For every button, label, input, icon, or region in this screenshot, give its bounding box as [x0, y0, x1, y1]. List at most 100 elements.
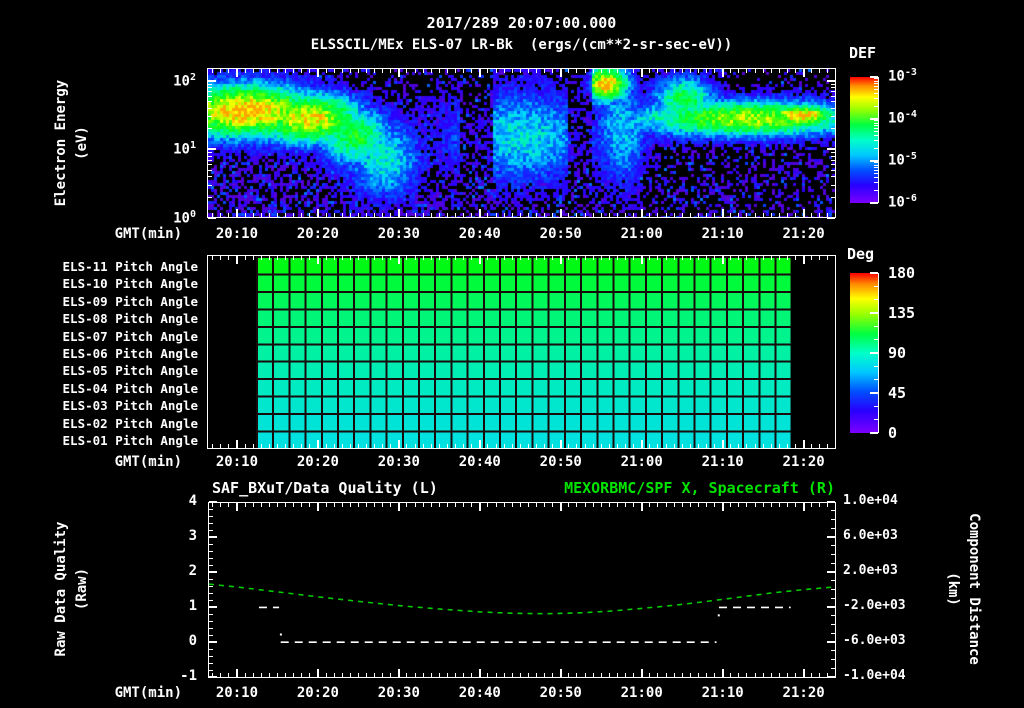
x-axis-tick: [754, 444, 756, 448]
raw-minor-tick: [209, 550, 213, 552]
energy-minor-tick: [208, 116, 212, 118]
x-axis-tick: [471, 256, 473, 260]
x-axis-tick: [527, 213, 529, 217]
x-axis-tick: [235, 69, 238, 77]
deg-colorbar-minor-tick: [874, 419, 878, 421]
pitch-angle-data-region: [255, 256, 791, 448]
x-axis-tick: [665, 673, 667, 677]
def-colorbar-minor-tick: [874, 83, 878, 84]
x-axis-tick: [316, 503, 319, 511]
x-axis-tick: [802, 440, 805, 448]
x-axis-tick: [406, 69, 408, 73]
pitch-row-label: ELS-11 Pitch Angle: [62, 258, 198, 274]
x-axis-tick: [625, 69, 627, 73]
x-axis-tick: [633, 213, 635, 217]
x-axis-tick: [802, 669, 805, 677]
x-axis-tick: [333, 673, 335, 677]
x-axis-tick: [406, 256, 408, 260]
x-axis-tick: [365, 673, 367, 677]
x-axis-tick: [689, 503, 691, 507]
x-axis-tick: [689, 444, 691, 448]
x-axis-tick: [535, 213, 537, 217]
x-axis-tick: [544, 673, 546, 677]
x-axis-tick: [235, 440, 238, 448]
def-colorbar-minor-tick: [874, 147, 878, 149]
x-axis-tick: [592, 673, 594, 677]
energy-minor-tick: [831, 87, 835, 89]
def-colorbar-minor-tick: [874, 182, 878, 184]
x-axis-tick: [422, 444, 424, 448]
x-axis-tick: [333, 69, 335, 73]
raw-minor-tick: [209, 592, 213, 594]
x-axis-tick: [471, 673, 473, 677]
def-colorbar-minor-tick: [874, 189, 878, 191]
x-axis-tick: [802, 209, 805, 217]
x-axis-tick: [228, 503, 230, 507]
x-axis-tick: [487, 213, 489, 217]
x-axis-tick: [673, 69, 675, 73]
x-axis-tick: [705, 503, 707, 507]
deg-colorbar-minor-tick: [874, 405, 878, 407]
x-axis-tick: [527, 69, 529, 73]
x-axis-tick: [390, 69, 392, 73]
x-axis-tick: [406, 444, 408, 448]
energy-minor-tick: [831, 155, 835, 157]
raw-minor-tick: [209, 634, 213, 636]
x-axis-tick: [244, 256, 246, 260]
bottom-left-y-axis-label: Raw Data Quality (Raw): [53, 521, 90, 657]
x-tick-label: 21:10: [701, 685, 744, 701]
x-axis-tick: [430, 213, 432, 217]
x-axis-tick: [276, 503, 278, 507]
km-tick-label: -2.0e+03: [843, 598, 906, 613]
x-axis-tick: [244, 503, 246, 507]
x-axis-tick: [519, 444, 521, 448]
x-axis-tick: [463, 213, 465, 217]
x-axis-tick: [730, 503, 732, 507]
x-axis-tick: [600, 503, 602, 507]
x-axis-tick: [827, 503, 829, 507]
x-axis-tick: [673, 444, 675, 448]
x-axis-tick: [309, 673, 311, 677]
x-axis-tick: [333, 444, 335, 448]
x-axis-tick: [576, 503, 578, 507]
energy-minor-tick: [208, 107, 212, 109]
pitch-row-label: ELS-09 Pitch Angle: [62, 293, 198, 309]
x-axis-tick: [285, 69, 287, 73]
x-axis-tick: [268, 673, 270, 677]
raw-minor-tick: [209, 599, 213, 601]
x-axis-tick: [640, 440, 643, 448]
x-axis-tick: [341, 503, 343, 507]
x-axis-tick: [689, 673, 691, 677]
x-axis-tick: [511, 213, 513, 217]
x-axis-tick: [721, 69, 724, 77]
pitch-angle-panel: [207, 255, 836, 449]
def-colorbar-major-tick: [870, 202, 878, 204]
x-axis-tick: [285, 256, 287, 260]
x-axis-tick: [478, 256, 481, 264]
x-axis-tick: [584, 69, 586, 73]
x-axis-tick: [414, 673, 416, 677]
x-axis-tick: [746, 256, 748, 260]
x-axis-tick: [608, 69, 610, 73]
x-axis-tick: [382, 503, 384, 507]
x-axis-tick: [681, 503, 683, 507]
x-axis-tick: [819, 256, 821, 260]
x-axis-tick: [778, 503, 780, 507]
x-tick-label: 21:10: [701, 226, 744, 242]
def-colorbar-minor-tick: [874, 173, 878, 175]
x-axis-tick: [382, 673, 384, 677]
x-axis-tick: [382, 69, 384, 73]
x-axis-tick: [446, 213, 448, 217]
x-axis-tick: [252, 69, 254, 73]
x-axis-tick: [746, 503, 748, 507]
def-colorbar-minor-tick: [874, 169, 878, 171]
energy-tick-label: 102: [173, 71, 196, 90]
x-axis-tick: [600, 213, 602, 217]
x-axis-tick: [390, 256, 392, 260]
def-colorbar-minor-tick: [874, 80, 878, 82]
x-axis-tick: [301, 69, 303, 73]
x-axis-tick: [714, 213, 716, 217]
x-axis-tick: [374, 673, 376, 677]
def-colorbar-minor-tick: [874, 177, 878, 179]
x-axis-tick: [414, 256, 416, 260]
